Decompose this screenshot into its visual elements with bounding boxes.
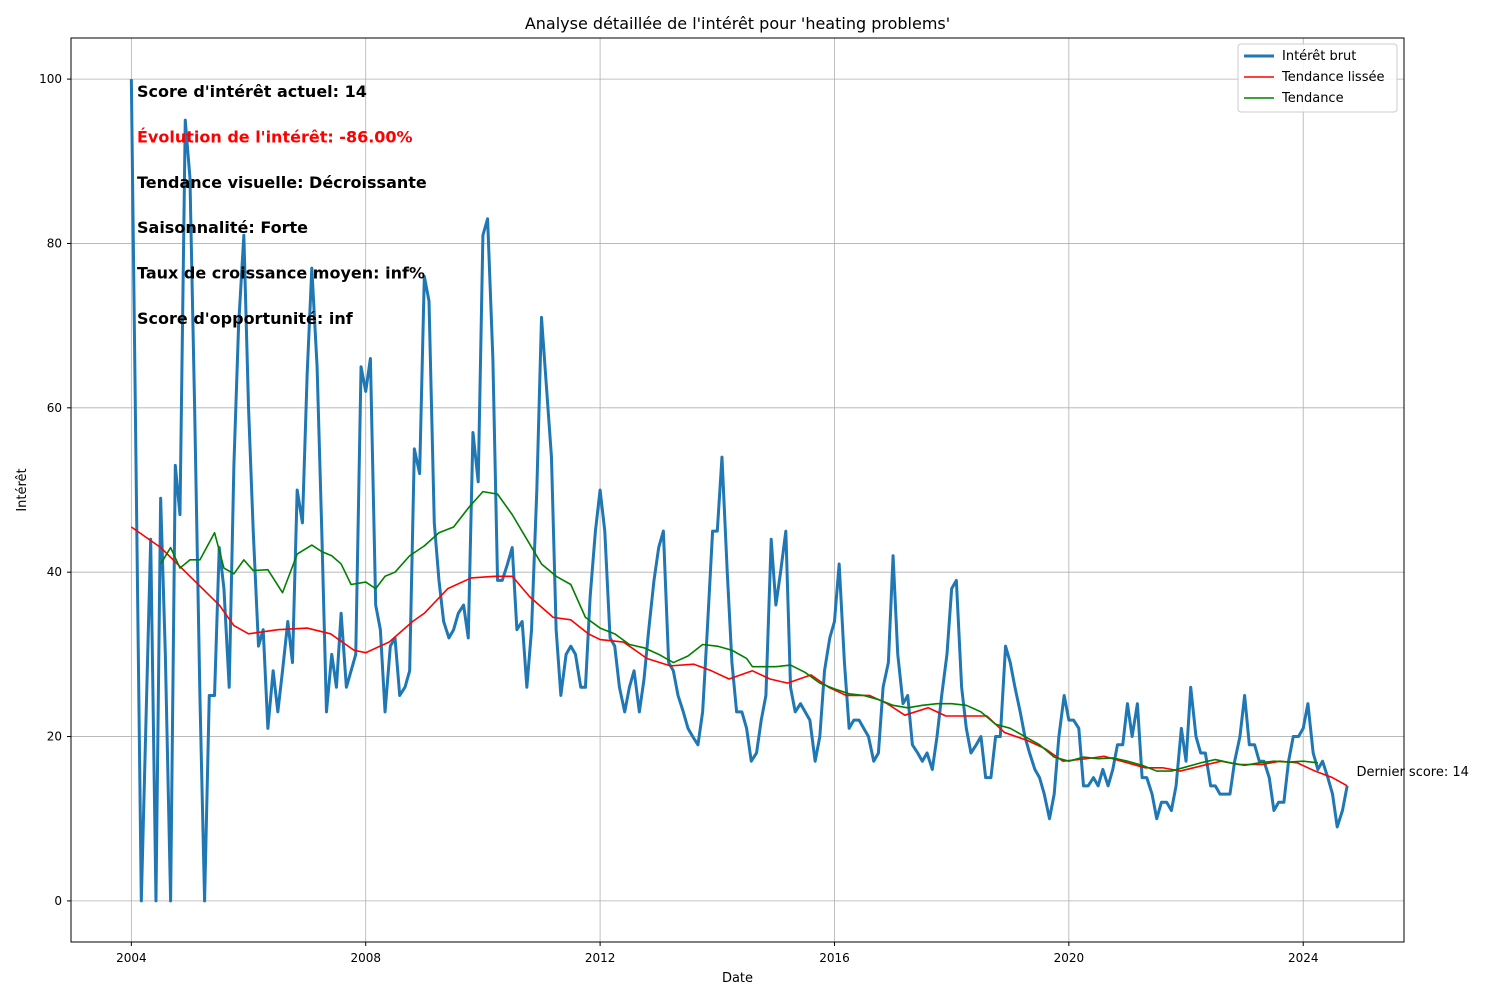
- legend-box: [1237, 43, 1398, 113]
- x-tick-label: 2020: [1054, 951, 1085, 965]
- y-axis-label: Intérêt: [15, 468, 30, 511]
- info-line: Score d'opportunité: inf: [137, 309, 354, 328]
- chart-title: Analyse détaillée de l'intérêt pour 'hea…: [525, 14, 950, 33]
- x-tick-label: 2016: [819, 951, 850, 965]
- info-line: Score d'intérêt actuel: 14: [137, 82, 367, 101]
- info-line: Taux de croissance moyen: inf%: [137, 264, 425, 283]
- x-tick-label: 2008: [350, 951, 381, 965]
- grid-lines: [71, 38, 1404, 942]
- info-line: Saisonnalité: Forte: [137, 218, 308, 237]
- y-tick-label: 80: [47, 236, 62, 250]
- y-axis: 0 20 40 60 80 100: [39, 72, 71, 908]
- series-line-trend: [159, 490, 1318, 772]
- legend-label-raw: Intérêt brut: [1282, 49, 1356, 64]
- legend-label-smoothed: Tendance lissée: [1281, 70, 1384, 85]
- x-tick-label: 2012: [585, 951, 616, 965]
- series-line-raw-interest: [129, 79, 1349, 903]
- x-axis: 2004 2008 2012 2016 2020 2024: [116, 942, 1318, 965]
- info-line: Tendance visuelle: Décroissante: [137, 173, 427, 192]
- legend-label-trend: Tendance: [1281, 91, 1344, 106]
- y-tick-label: 40: [47, 565, 62, 579]
- info-line: Évolution de l'intérêt: -86.00%: [137, 127, 413, 146]
- x-tick-label: 2004: [116, 951, 147, 965]
- y-tick-label: 60: [47, 401, 62, 415]
- y-tick-label: 20: [47, 730, 62, 744]
- y-tick-label: 0: [54, 894, 62, 908]
- info-panel: Score d'intérêt actuel: 14 Évolution de l…: [137, 82, 427, 328]
- plot-frame: [70, 37, 1405, 943]
- last-score-annotation: Dernier score: 14: [1356, 765, 1468, 780]
- legend: Intérêt brut Tendance lissée Tendance: [1237, 43, 1398, 113]
- plot-area: [129, 79, 1349, 903]
- x-axis-label: Date: [722, 971, 753, 986]
- y-tick-label: 100: [39, 72, 62, 86]
- series-line-smoothed-trend: [130, 526, 1348, 787]
- x-tick-label: 2024: [1288, 951, 1319, 965]
